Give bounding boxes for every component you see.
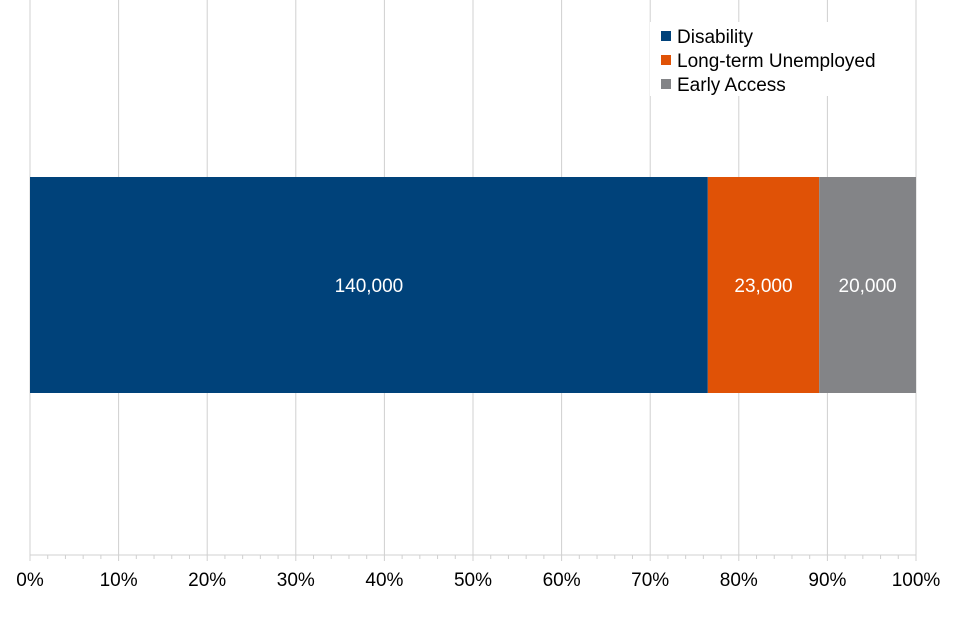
data-label: 23,000: [734, 276, 792, 297]
legend-label: Early Access: [677, 75, 786, 96]
legend-label: Long-term Unemployed: [677, 51, 876, 72]
x-tick-label: 50%: [454, 570, 492, 591]
x-tick-label: 20%: [188, 570, 226, 591]
legend-swatch: [661, 79, 671, 89]
x-tick-label: 70%: [631, 570, 669, 591]
legend-swatch: [661, 55, 671, 65]
legend-background: [650, 22, 906, 96]
x-tick-label: 40%: [365, 570, 403, 591]
x-tick-label: 0%: [16, 570, 44, 591]
x-tick-label: 90%: [808, 570, 846, 591]
x-tick-label: 30%: [277, 570, 315, 591]
data-label: 140,000: [335, 276, 404, 297]
legend-label: Disability: [677, 27, 754, 48]
bar-segment-disability: [30, 177, 708, 393]
x-tick-label: 60%: [543, 570, 581, 591]
data-label: 20,000: [839, 276, 897, 297]
x-tick-label: 80%: [720, 570, 758, 591]
bar-segment-early-access: [819, 177, 916, 393]
legend-swatch: [661, 31, 671, 41]
x-tick-label: 100%: [892, 570, 941, 591]
x-tick-label: 10%: [100, 570, 138, 591]
bar-segment-long-term-unemployed: [707, 177, 820, 393]
